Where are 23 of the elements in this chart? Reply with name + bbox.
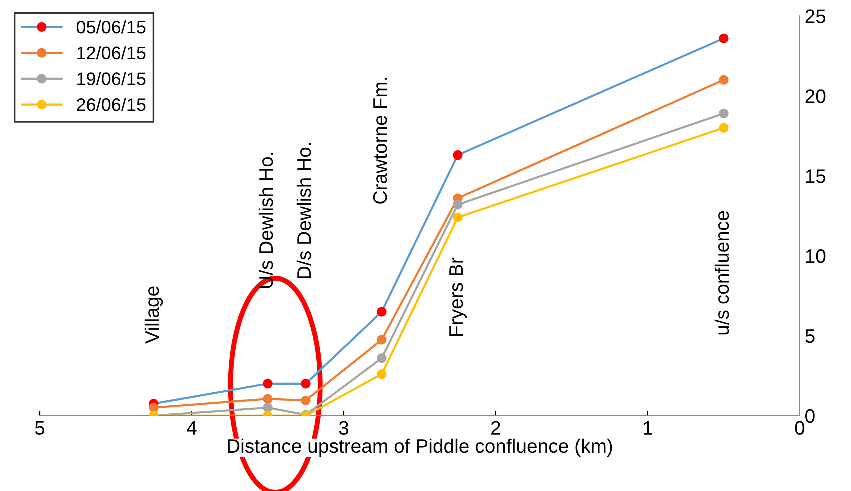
legend-label: 05/06/15 — [76, 20, 146, 34]
y-tick-label: 5 — [806, 330, 815, 344]
x-tick-label: 0 — [795, 421, 805, 436]
x-tick-label: 5 — [35, 421, 45, 436]
y-tick-label: 15 — [806, 170, 826, 184]
legend-label: 19/06/15 — [78, 72, 146, 86]
legend-label: 26/06/15 — [77, 98, 146, 112]
annotation: Village — [144, 286, 164, 344]
x-tick-label: 2 — [492, 421, 500, 435]
x-tick-label: 3 — [339, 421, 349, 436]
legend-label: 12/06/15 — [78, 46, 146, 60]
x-axis-title: Distance upstream of Piddle confluence (km) — [228, 438, 612, 457]
annotation: D/s Dewlish Ho. — [296, 143, 312, 278]
annotation: Crawtorne Fm. — [373, 78, 388, 204]
y-tick-label: 25 — [806, 10, 826, 24]
y-tick-label: 10 — [806, 249, 826, 264]
annotation: U/s Dewlish Ho. — [258, 153, 274, 288]
annotation: u/s confluence — [714, 211, 730, 335]
x-tick-label: 4 — [187, 421, 197, 435]
annotation: Fryers Br — [450, 258, 468, 336]
x-tick-label: 1 — [644, 421, 652, 435]
y-tick-label: 0 — [806, 409, 815, 424]
y-tick-label: 20 — [806, 90, 826, 104]
